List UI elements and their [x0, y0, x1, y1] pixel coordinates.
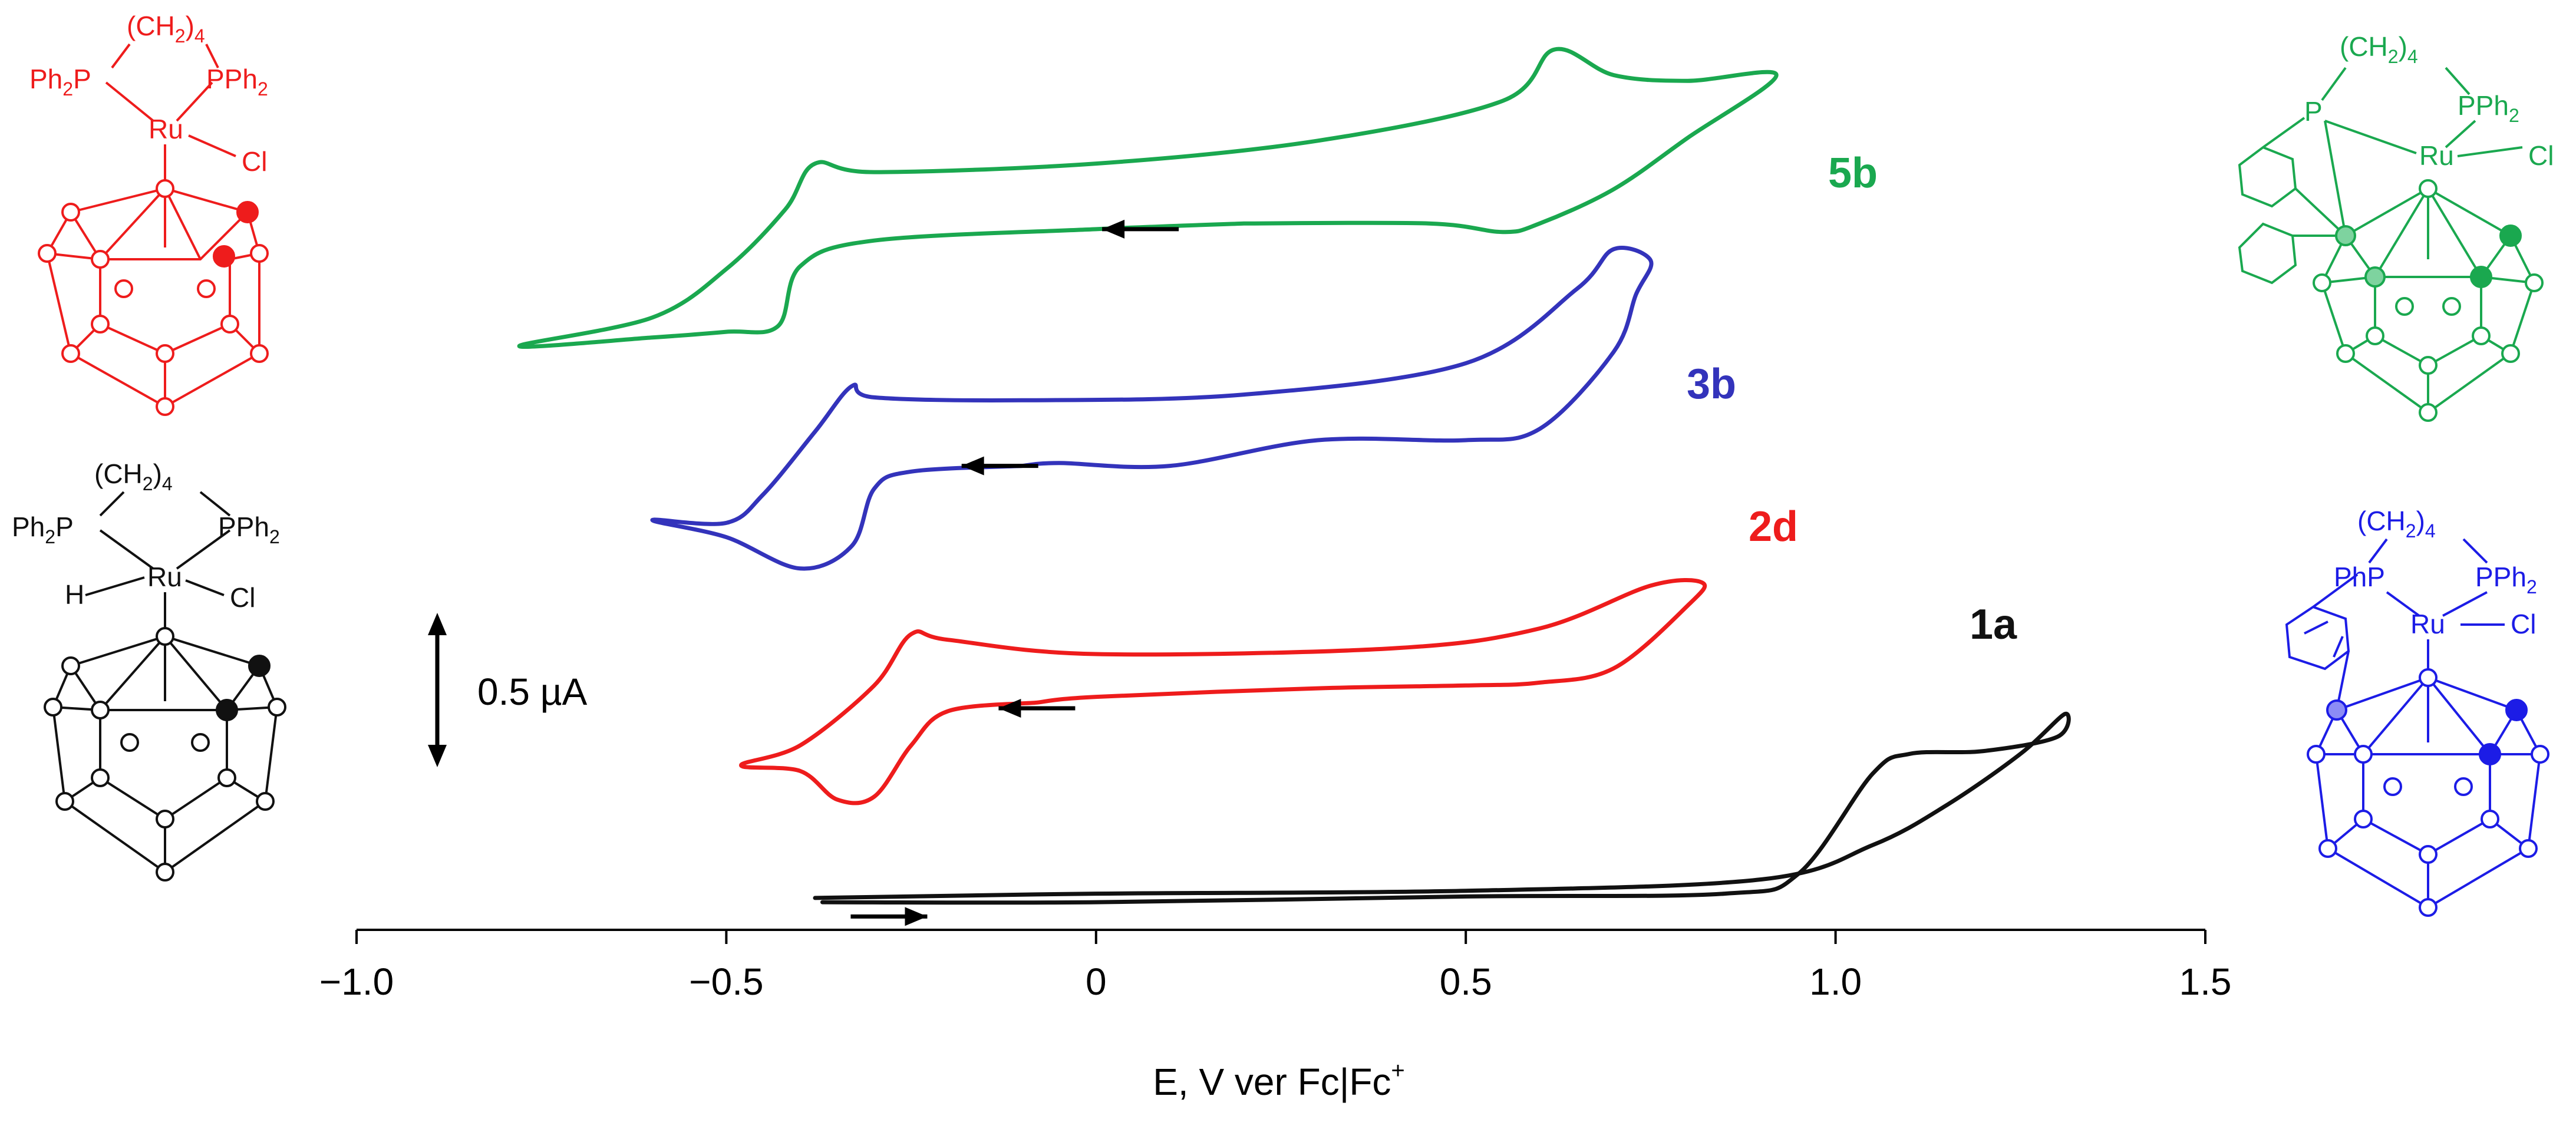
structure-red: (CH2)4 Ph2P PPh2 Ru Cl	[29, 11, 269, 416]
x-tick-label: 0.5	[1440, 960, 1492, 1003]
green-pph2-label: PPh2	[2458, 90, 2519, 126]
structure-black: (CH2)4 Ph2P PPh2 H Ru Cl	[12, 458, 286, 882]
series-label-1a: 1a	[1970, 601, 2017, 648]
current-scale-bar: 0.5 µA	[428, 613, 588, 767]
cv-curve-5b	[517, 47, 1779, 349]
scan-direction-arrows	[850, 219, 1179, 926]
x-axis-label: E, V ver Fc|Fc+	[1153, 1058, 1405, 1103]
blue-pph2-label: PPh2	[2475, 562, 2537, 597]
blue-cl-label: Cl	[2511, 609, 2536, 639]
black-h-label: H	[65, 579, 84, 610]
x-tick-label: −0.5	[689, 960, 763, 1003]
black-ru-label: Ru	[147, 562, 182, 592]
black-ph2p-label: Ph2P	[12, 511, 74, 547]
scan-arrow-3b	[961, 456, 1038, 476]
red-cl-label: Cl	[242, 146, 267, 177]
green-cl-label: Cl	[2528, 140, 2554, 171]
scale-bar-label: 0.5 µA	[477, 671, 588, 713]
x-axis: −1.0 −0.5 0 0.5 1.0 1.5 E, V ver Fc|Fc+	[319, 929, 2232, 1103]
cv-curve-2d	[739, 578, 1707, 806]
x-tick-label: −1.0	[319, 960, 394, 1003]
x-ticks: −1.0 −0.5 0 0.5 1.0 1.5	[319, 930, 2232, 1003]
cv-curve-1a	[813, 711, 2071, 905]
black-cl-label: Cl	[230, 582, 255, 613]
red-ph2p-label: Ph2P	[29, 64, 91, 100]
x-tick-label: 0	[1086, 960, 1107, 1003]
x-tick-label: 1.0	[1809, 960, 1862, 1003]
blue-ch2-label: (CH2)4	[2357, 506, 2436, 542]
blue-php-label: PhP	[2334, 562, 2385, 592]
red-pph2-label: PPh2	[206, 64, 268, 100]
red-ch2-label: (CH2)4	[127, 11, 205, 47]
scale-bar-bottom-arrowhead	[428, 745, 447, 767]
black-pph2-label: PPh2	[218, 511, 280, 547]
cv-curves	[517, 47, 2071, 905]
cv-curve-3b	[650, 245, 1654, 571]
scale-bar-top-arrowhead	[428, 613, 447, 635]
structure-blue: (CH2)4 PhP PPh2 Ru Cl	[2285, 506, 2549, 917]
green-p-label: P	[2304, 96, 2323, 127]
scan-arrow-1a	[850, 907, 928, 926]
scan-arrow-2d	[998, 699, 1076, 718]
series-label-2d: 2d	[1749, 503, 1798, 550]
green-ch2-label: (CH2)4	[2340, 31, 2418, 67]
series-label-5b: 5b	[1828, 150, 1878, 197]
black-ch2-label: (CH2)4	[94, 458, 173, 494]
x-tick-label: 1.5	[2179, 960, 2232, 1003]
series-label-3b: 3b	[1687, 361, 1736, 408]
structure-green: (CH2)4 P PPh2 Ru Cl	[2238, 31, 2554, 422]
scan-arrow-5b	[1102, 219, 1179, 239]
